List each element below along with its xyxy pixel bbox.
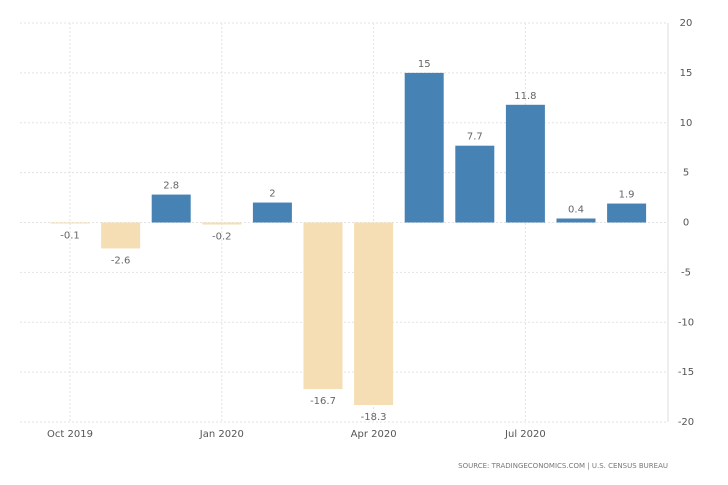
bar: [404, 72, 444, 223]
value-label: 1.9: [619, 190, 635, 201]
bar: [101, 222, 141, 249]
bar: [50, 222, 90, 224]
value-label: -0.1: [60, 230, 80, 241]
value-label: -18.3: [361, 412, 387, 423]
y-tick-label: -5: [681, 267, 691, 278]
value-label: -2.6: [111, 255, 131, 266]
y-tick-label: 0: [683, 218, 689, 229]
y-tick-label: 20: [680, 18, 693, 29]
value-label: 11.8: [514, 91, 536, 102]
x-tick-label: Jan 2020: [199, 429, 244, 440]
bar: [455, 145, 495, 223]
y-tick-label: 15: [680, 68, 693, 79]
value-label: -0.2: [212, 231, 232, 242]
y-tick-label: 5: [683, 168, 689, 179]
value-label: 7.7: [467, 132, 483, 143]
x-tick-label: Apr 2020: [351, 429, 397, 440]
bar: [556, 218, 596, 223]
value-label: 15: [418, 59, 431, 70]
value-label: 2.8: [163, 181, 179, 192]
bar: [505, 104, 545, 223]
x-tick-label: Oct 2019: [47, 429, 93, 440]
value-label: -16.7: [310, 396, 336, 407]
y-tick-label: -15: [678, 367, 694, 378]
y-tick-label: -20: [678, 417, 694, 428]
bar: [151, 194, 191, 223]
y-tick-label: 10: [680, 118, 693, 129]
value-label: 2: [269, 189, 275, 200]
bar: [607, 203, 647, 223]
bar: [252, 202, 292, 223]
bar: [303, 222, 343, 390]
y-tick-label: -10: [678, 317, 694, 328]
x-tick-label: Jul 2020: [504, 429, 546, 440]
bar: [202, 222, 242, 225]
value-label: 0.4: [568, 205, 584, 216]
bar: [354, 222, 394, 406]
source-note: SOURCE: TRADINGECONOMICS.COM | U.S. CENS…: [458, 462, 668, 470]
